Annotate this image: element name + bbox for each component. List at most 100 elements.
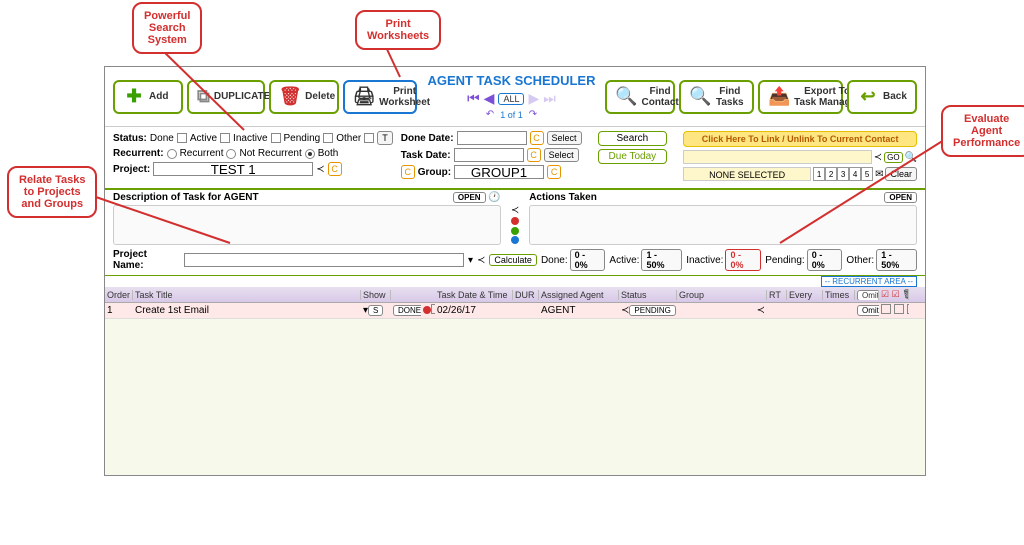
status-done-checkbox[interactable] <box>177 133 187 143</box>
task-date-input[interactable] <box>454 148 524 162</box>
table-row[interactable]: 1 Create 1st Email ▾S DONE 02/26/17 AGEN… <box>105 303 925 319</box>
callout-search: Powerful Search System <box>132 2 202 54</box>
group-input[interactable] <box>454 165 544 179</box>
page-numbers[interactable]: 12345 <box>813 167 873 181</box>
group-chevron-icon[interactable]: ≺ <box>757 305 765 316</box>
col-title[interactable]: Task Title <box>133 290 361 300</box>
col-show[interactable]: Show <box>361 290 391 300</box>
col-dur[interactable]: DUR <box>513 290 539 300</box>
plus-icon: ✚ <box>123 86 145 108</box>
cell-done[interactable]: DONE <box>393 305 421 316</box>
col-omit[interactable]: Omit <box>857 290 879 300</box>
clock-icon[interactable]: 🕐 <box>488 192 500 203</box>
add-button[interactable]: ✚ Add <box>113 80 183 114</box>
status-inactive-checkbox[interactable] <box>271 133 281 143</box>
cell-task-date: 02/26/17 <box>435 305 513 316</box>
trash-icon[interactable]: 🗑 <box>902 289 909 299</box>
chevron-left-icon[interactable]: ≺ <box>511 205 519 216</box>
red-dot-icon[interactable] <box>511 217 519 225</box>
project-name-input[interactable] <box>184 253 464 267</box>
group-clear-button[interactable]: C <box>547 165 561 179</box>
actions-open-button[interactable]: OPEN <box>884 192 917 203</box>
contact-search-icon[interactable]: 🔍 <box>905 152 917 163</box>
nav-next-icon[interactable]: ▶ <box>528 90 539 107</box>
find-tasks-button[interactable]: 🔍 Find Tasks <box>679 80 754 114</box>
both-radio[interactable] <box>305 149 315 159</box>
project-chevron-icon[interactable]: ≺ <box>316 164 324 175</box>
actions-header: Actions Taken <box>529 192 597 203</box>
back-button[interactable]: ↩ Back <box>847 80 917 114</box>
col-group[interactable]: Group <box>677 290 767 300</box>
not-recurrent-radio[interactable] <box>226 149 236 159</box>
col-task-date[interactable]: Task Date & Time <box>435 290 513 300</box>
desc-open-button[interactable]: OPEN <box>453 192 486 203</box>
col-order[interactable]: Order <box>105 290 133 300</box>
nav-prev-icon[interactable]: ◀ <box>484 90 495 107</box>
task-date-clear-button[interactable]: C <box>527 148 541 162</box>
nav-last-icon[interactable]: ⏭ <box>543 90 556 107</box>
nav-undo-icon[interactable]: ↶ <box>486 109 494 120</box>
done-date-select-button[interactable]: Select <box>547 131 582 145</box>
due-today-button[interactable]: Due Today <box>598 149 668 164</box>
print-icon: 🖨 <box>353 86 375 108</box>
row-check1[interactable] <box>881 304 891 314</box>
callout-print: Print Worksheets <box>355 10 441 50</box>
calculate-button[interactable]: Calculate <box>489 254 537 266</box>
back-icon: ↩ <box>857 86 879 108</box>
clear-contact-button[interactable]: Clear <box>885 167 917 181</box>
stat-inactive-label: Inactive: <box>686 255 723 266</box>
status-active-checkbox[interactable] <box>220 133 230 143</box>
row-check3[interactable] <box>907 304 909 314</box>
col-status[interactable]: Status <box>619 290 677 300</box>
recurrent-radio[interactable] <box>167 149 177 159</box>
actions-textarea[interactable] <box>529 205 917 245</box>
delete-button[interactable]: 🗑 Delete <box>269 80 339 114</box>
status-other-checkbox[interactable] <box>364 133 374 143</box>
app-title: AGENT TASK SCHEDULER <box>427 73 595 88</box>
col-rt[interactable]: RT <box>767 290 787 300</box>
cell-omit[interactable]: Omit <box>857 305 879 316</box>
contact-field[interactable] <box>683 150 872 164</box>
contact-chevron-icon[interactable]: ≺ <box>874 152 882 163</box>
search-button[interactable]: Search <box>598 131 668 146</box>
nav-all-button[interactable]: ALL <box>498 93 524 105</box>
envelope-icon[interactable]: ✉ <box>875 169 883 180</box>
task-date-select-button[interactable]: Select <box>544 148 579 162</box>
project-input[interactable] <box>153 162 313 176</box>
check-icon[interactable]: ☑ <box>881 289 889 299</box>
status-pending-checkbox[interactable] <box>323 133 333 143</box>
project-dropdown-icon[interactable]: ▾ <box>468 255 473 266</box>
print-button[interactable]: 🖨 Print Worksheet <box>343 80 417 114</box>
link-contact-button[interactable]: Click Here To Link / Unlink To Current C… <box>683 131 917 147</box>
go-button[interactable]: GO <box>884 152 902 163</box>
nav-redo-icon[interactable]: ↷ <box>529 109 537 120</box>
status-t-button[interactable]: T <box>377 131 393 145</box>
recurrent-label: Recurrent: <box>113 148 164 159</box>
duplicate-button[interactable]: ⧉ DUPLICATE <box>187 80 265 114</box>
stat-other-value: 1 - 50% <box>876 249 917 271</box>
group-c-button[interactable]: C <box>401 165 415 179</box>
export-button[interactable]: 📤 Export To Task Manager <box>758 80 843 114</box>
find-contact-button[interactable]: 🔍 Find Contact <box>605 80 675 114</box>
stats-chevron-icon[interactable]: ≺ <box>477 255 485 266</box>
project-clear-button[interactable]: C <box>328 162 342 176</box>
stat-inactive-value: 0 - 0% <box>725 249 761 271</box>
col-times[interactable]: Times <box>823 290 855 300</box>
find-tasks-label: Find Tasks <box>715 86 744 108</box>
check-icon[interactable]: ☑ <box>892 289 900 299</box>
nav-first-icon[interactable]: ⏮ <box>467 90 480 107</box>
row-check2[interactable] <box>894 304 904 314</box>
blue-dot-icon[interactable] <box>511 236 519 244</box>
stat-done-value: 0 - 0% <box>570 249 606 271</box>
search-icon: 🔍 <box>615 86 637 108</box>
desc-textarea[interactable] <box>113 205 501 245</box>
cell-status[interactable]: PENDING <box>629 305 675 316</box>
green-dot-icon[interactable] <box>511 227 519 235</box>
status-other-label: Other <box>336 133 361 144</box>
done-date-input[interactable] <box>457 131 527 145</box>
cell-show[interactable]: S <box>368 305 383 316</box>
col-agent[interactable]: Assigned Agent <box>539 290 619 300</box>
col-every[interactable]: Every <box>787 290 823 300</box>
done-date-clear-button[interactable]: C <box>530 131 544 145</box>
recurrent-area-button[interactable]: -- RECURRENT AREA -- <box>821 276 917 287</box>
